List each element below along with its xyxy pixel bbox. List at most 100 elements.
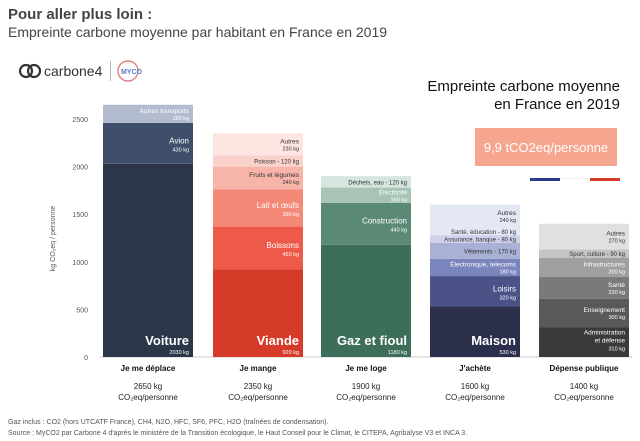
- segment-label: Autres transports: [140, 108, 190, 115]
- segment-label: Santé: [608, 282, 625, 289]
- flag-stripe: [530, 168, 620, 181]
- bar-segment: [321, 176, 411, 188]
- segment-value: 230 kg: [282, 146, 299, 152]
- segment-label: Déchets, eau - 120 kg: [348, 180, 407, 186]
- category-total-unit: CO₂eq/personne: [118, 393, 178, 402]
- y-tick-label: 1500: [72, 212, 88, 219]
- category-label: Je me loge: [345, 364, 387, 373]
- footnote-source: Source : MyCO2 par Carbone 4 d'après le …: [8, 430, 468, 437]
- bar-segment: [539, 327, 629, 357]
- segment-label: Gaz et fioul: [337, 333, 407, 348]
- category-label: Je me déplace: [121, 364, 176, 373]
- total-badge: 9,9 tCO2eq/personne: [475, 128, 617, 166]
- segment-value: 320 kg: [499, 295, 516, 301]
- segment-label: Administration: [584, 329, 626, 336]
- segment-label: Viande: [257, 333, 299, 348]
- segment-label: Électronique, telecoms: [450, 260, 517, 269]
- segment-value: 310 kg: [608, 346, 625, 352]
- bar-segment: [213, 166, 303, 190]
- segment-value: 300 kg: [608, 315, 625, 321]
- segment-value: 430 kg: [172, 147, 189, 153]
- bar-segment: [430, 276, 520, 307]
- segment-label: Autres: [606, 231, 626, 238]
- category-total: 2650 kg: [134, 382, 162, 391]
- y-axis-label: kg CO₂eq / personne: [50, 206, 57, 271]
- segment-label: Voiture: [145, 333, 189, 348]
- segment-value: 390 kg: [282, 212, 299, 218]
- segment-value: 160 kg: [390, 198, 407, 204]
- page-subtitle: Empreinte carbone moyenne par habitant e…: [8, 24, 388, 40]
- bar-segment: [430, 306, 520, 357]
- bar-segment: [539, 277, 629, 299]
- bar-segment: [321, 244, 411, 357]
- category-label: J'achète: [459, 364, 491, 373]
- bar-segment: [103, 104, 193, 123]
- myco-logo-text: MYCO: [121, 69, 143, 76]
- segment-value: 240 kg: [282, 180, 299, 186]
- y-tick-label: 0: [84, 355, 88, 362]
- segment-value: 530 kg: [499, 350, 516, 356]
- segment-value: 190 kg: [172, 116, 189, 122]
- segment-value: 180 kg: [499, 270, 516, 276]
- segment-label: Vêtements - 170 kg: [464, 249, 516, 255]
- segment-label: Poisson - 120 kg: [254, 159, 299, 165]
- bar-segment: [430, 204, 520, 228]
- segment-label: Construction: [362, 217, 407, 226]
- bar-segment: [213, 155, 303, 167]
- y-tick-label: 500: [76, 307, 88, 314]
- segment-label: Infrastructures: [583, 262, 625, 269]
- chart-title: Empreinte carbone moyenne en France en 2…: [380, 78, 620, 114]
- category-total: 2350 kg: [244, 382, 272, 391]
- bar-segment: [321, 187, 411, 203]
- bar-segment: [213, 226, 303, 270]
- chart-title-line1: Empreinte carbone moyenne: [427, 78, 620, 95]
- bar-segment: [430, 258, 520, 277]
- y-tick-label: 2500: [72, 117, 88, 124]
- chart-title-line2: en France en 2019: [494, 96, 620, 113]
- carbone4-logo-text: carbone4: [44, 63, 103, 79]
- segment-value: 200 kg: [608, 270, 625, 276]
- segment-value: 230 kg: [608, 290, 625, 296]
- segment-value: 240 kg: [499, 218, 516, 224]
- segment-label: Autres: [280, 138, 300, 145]
- bar-segment: [430, 227, 520, 236]
- segment-value: 920 kg: [282, 350, 299, 356]
- myco-logo-icon: [117, 60, 139, 82]
- page-title: Pour aller plus loin :: [8, 6, 153, 23]
- segment-label: Autres: [497, 210, 517, 217]
- category-total-unit: CO₂eq/personne: [445, 393, 505, 402]
- category-label: Dépense publique: [550, 364, 619, 373]
- segment-label: Santé, éducation - 80 kg: [451, 230, 516, 236]
- bar-segment: [103, 122, 193, 164]
- bar-segment: [539, 298, 629, 328]
- segment-label: et défense: [595, 337, 626, 344]
- bar-segment: [539, 258, 629, 278]
- segment-label: Fruits et légumes: [249, 172, 300, 179]
- segment-label: Maison: [471, 333, 516, 348]
- segment-label: Avion: [169, 136, 189, 145]
- segment-value: 450 kg: [282, 252, 299, 258]
- segment-label: Électricité: [379, 188, 408, 197]
- segment-label: Enseignement: [583, 307, 625, 314]
- footnote-gases: Gaz inclus : CO2 (hors UTCATF France), C…: [8, 419, 329, 426]
- bar-segment: [103, 163, 193, 357]
- segment-label: Boissons: [267, 241, 299, 250]
- logos: carbone4 MYCO: [18, 60, 143, 82]
- segment-value: 270 kg: [608, 239, 625, 245]
- bar-segment: [430, 235, 520, 243]
- segment-value: 2030 kg: [169, 350, 189, 356]
- bar-segment: [430, 242, 520, 259]
- category-label: Je mange: [240, 364, 277, 373]
- segment-label: Assurance, banque - 80 kg: [444, 237, 516, 243]
- segment-label: Loisirs: [493, 284, 516, 293]
- category-total-unit: CO₂eq/personne: [336, 393, 396, 402]
- bar-segment: [213, 189, 303, 227]
- segment-label: Sport, culture - 90 kg: [569, 252, 625, 258]
- carbone4-logo-icon: [18, 63, 42, 79]
- segment-value: 1180 kg: [388, 350, 407, 356]
- segment-label: Lait et œufs: [257, 201, 299, 210]
- category-total: 1400 kg: [570, 382, 598, 391]
- category-total-unit: CO₂eq/personne: [228, 393, 288, 402]
- bar-segment: [321, 202, 411, 245]
- segment-value: 440 kg: [390, 228, 407, 234]
